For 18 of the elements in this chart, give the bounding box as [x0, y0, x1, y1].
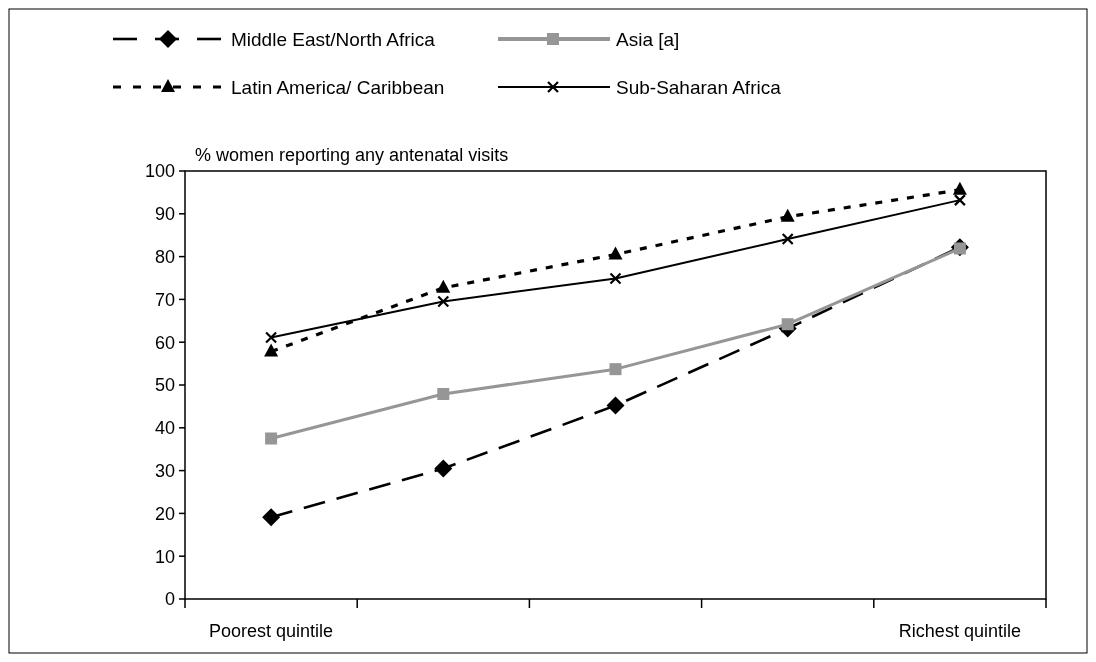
- y-tick-label: 40: [154, 418, 175, 439]
- legend-label: Latin America/ Caribbean: [231, 76, 445, 98]
- y-tick-label: 30: [154, 460, 175, 481]
- y-tick-label: 10: [154, 546, 175, 567]
- y-tick-label: 70: [154, 289, 175, 310]
- y-tick-label: 0: [164, 589, 175, 610]
- y-tick-label: 90: [154, 204, 175, 225]
- y-tick-label: 50: [154, 375, 175, 396]
- x-tick-label: Richest quintile: [898, 621, 1021, 641]
- legend-label: Asia [a]: [616, 28, 680, 50]
- y-tick-label: 60: [154, 332, 175, 353]
- legend-label: Sub-Saharan Africa: [616, 76, 782, 98]
- x-tick-label: Poorest quintile: [209, 621, 334, 641]
- y-tick-label: 20: [154, 503, 175, 524]
- y-tick-label: 80: [154, 246, 175, 267]
- legend-label: Middle East/North Africa: [231, 28, 436, 50]
- y-axis-title: % women reporting any antenatal visits: [195, 145, 509, 165]
- y-tick-label: 100: [144, 161, 175, 182]
